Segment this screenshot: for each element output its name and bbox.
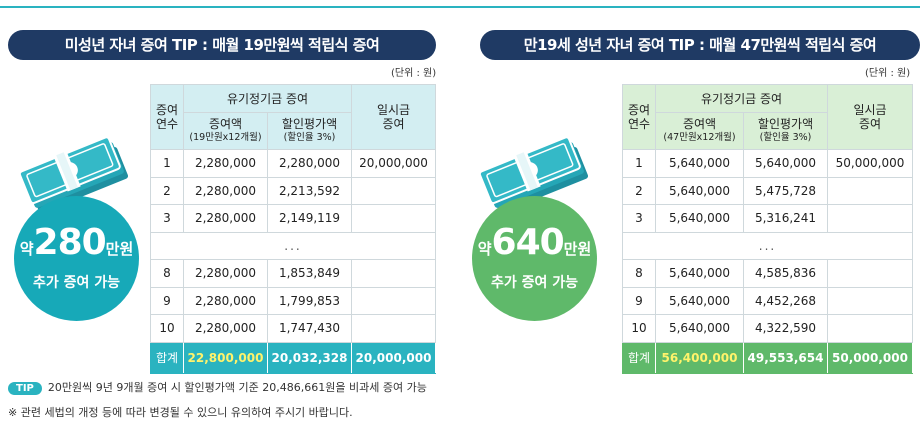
table-row: 8 5,640,000 4,585,836 [622,259,914,288]
adult-panel-title: 만19세 성년 자녀 증여 TIP : 매월 47만원씩 적립식 증여 [480,30,920,60]
table-row-ellipsis: ... [149,231,437,260]
table-row: 2 2,280,000 2,213,592 [150,176,437,205]
table-row: 3 5,640,000 5,316,241 [622,204,914,233]
minor-badge-number: 280 [33,222,107,263]
table-row: 9 2,280,000 1,799,853 [150,286,437,315]
disclaimer-note: ※ 관련 세법의 개정 등에 따라 변경될 수 있으니 유의하여 주시기 바랍니… [8,406,353,419]
header-group: 유기정기금 증여 [182,84,353,113]
minor-extra-gift-badge: 약280만원 추가 증여 가능 [14,196,139,321]
minor-badge-desc: 추가 증여 가능 [32,275,121,291]
adult-badge-suffix: 만원 [563,240,592,258]
adult-gift-table: 증여 연수 유기정기금 증여 일시금 증여 증여액 (47만원x12개월) 할인평… [621,84,914,374]
minor-badge-prefix: 약 [19,240,34,258]
header-lump: 일시금 증여 [827,84,914,150]
table-row-ellipsis: ... [621,231,914,260]
table-row: 3 2,280,000 2,149,119 [150,204,437,233]
table-total-row: 합계 22,800,000 20,032,328 20,000,000 [150,341,437,374]
adult-badge-number: 640 [491,222,565,263]
header-disc: 할인평가액 (할인율 3%) [266,112,353,150]
header-group: 유기정기금 증여 [654,84,829,113]
minor-panel-title: 미성년 자녀 증여 TIP : 매월 19만원씩 적립식 증여 [8,30,436,60]
top-divider-line [0,6,920,8]
header-lump: 일시금 증여 [351,84,437,150]
table-row: 1 5,640,000 5,640,000 50,000,000 [622,149,914,178]
money-stack-icon [18,136,129,213]
table-row: 1 2,280,000 2,280,000 20,000,000 [150,149,437,178]
adult-badge-prefix: 약 [477,240,492,258]
table-row: 9 5,640,000 4,452,268 [622,286,914,315]
header-amount: 증여액 (19만원x12개월) [183,112,268,150]
tip-footnote: TIP 20만원씩 9년 9개월 증여 시 할인평가액 기준 20,486,661… [8,379,427,395]
header-amount: 증여액 (47만원x12개월) [655,112,744,150]
minor-unit-label: (단위 : 원) [391,68,437,79]
money-stack-icon [478,136,589,213]
adult-unit-label: (단위 : 원) [865,68,911,79]
minor-gift-table: 증여 연수 유기정기금 증여 일시금 증여 증여액 (19만원x12개월) 할인평… [149,84,437,374]
adult-badge-desc: 추가 증여 가능 [490,275,579,291]
minor-badge-suffix: 만원 [105,240,134,258]
table-total-row: 합계 56,400,000 49,553,654 50,000,000 [622,341,914,374]
tip-badge: TIP [8,382,42,395]
tip-text: 20만원씩 9년 9개월 증여 시 할인평가액 기준 20,486,661원을 … [47,381,427,394]
table-row: 10 2,280,000 1,747,430 [150,314,437,343]
header-year: 증여 연수 [150,84,184,150]
table-row: 10 5,640,000 4,322,590 [622,314,914,343]
header-year: 증여 연수 [622,84,656,150]
table-row: 2 5,640,000 5,475,728 [622,176,914,205]
table-row: 8 2,280,000 1,853,849 [150,259,437,288]
header-disc: 할인평가액 (할인율 3%) [742,112,829,150]
adult-extra-gift-badge: 약640만원 추가 증여 가능 [472,196,597,321]
